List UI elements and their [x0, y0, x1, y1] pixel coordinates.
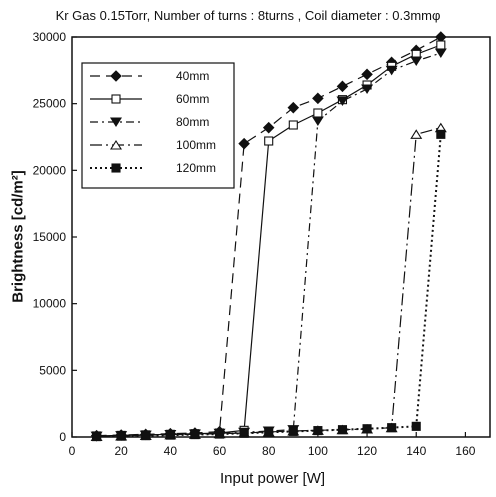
data-point-120mm	[165, 430, 175, 440]
data-point-120mm	[337, 425, 348, 435]
data-point-120mm	[141, 431, 151, 441]
x-tick-label: 160	[455, 444, 475, 458]
legend-label-100mm: 100mm	[176, 138, 216, 152]
data-point-120mm	[313, 426, 323, 436]
y-tick-label: 15000	[33, 230, 67, 244]
data-point-80mm	[434, 48, 447, 59]
x-tick-label: 80	[262, 444, 276, 458]
series-line-80mm	[96, 52, 442, 437]
data-point-120mm	[116, 431, 126, 441]
data-point-120mm	[436, 129, 446, 139]
y-tick-label: 20000	[33, 163, 67, 177]
data-point-100mm	[410, 129, 423, 139]
x-tick-label: 100	[308, 444, 328, 458]
x-tick-label: 140	[406, 444, 426, 458]
data-point-120mm	[411, 421, 421, 431]
series-markers	[90, 31, 447, 442]
data-point-80mm	[336, 96, 349, 107]
y-tick-label: 25000	[33, 97, 67, 111]
data-point-120mm	[190, 430, 200, 440]
legend-box	[81, 62, 235, 189]
data-point-80mm	[385, 65, 398, 76]
legend-label-40mm: 40mm	[176, 69, 209, 83]
x-tick-label: 20	[114, 444, 128, 458]
legend: 40mm 60mm 80mm 100mm 120mm	[90, 69, 216, 175]
data-point-80mm	[311, 116, 324, 127]
data-point-40mm	[312, 92, 324, 105]
legend-marker-60mm	[111, 94, 121, 104]
y-tick-label: 30000	[33, 30, 67, 44]
x-tick-group: 0 20 40 60 80 100 120 140 160	[69, 432, 476, 458]
legend-label-120mm: 120mm	[176, 161, 216, 175]
data-point-40mm	[238, 137, 250, 150]
data-point-120mm	[288, 426, 298, 436]
y-tick-group: 0 5000 10000 15000 20000 25000 30000	[33, 30, 77, 444]
data-point-40mm	[262, 121, 275, 134]
data-point-120mm	[387, 423, 397, 433]
legend-marker-120mm	[111, 163, 121, 173]
data-point-120mm	[214, 429, 225, 439]
legend-marker-80mm	[110, 117, 122, 128]
data-point-40mm	[336, 80, 349, 93]
data-point-120mm	[362, 424, 372, 434]
data-point-120mm	[264, 427, 274, 437]
data-point-40mm	[287, 101, 300, 114]
legend-label-80mm: 80mm	[176, 115, 209, 129]
data-point-120mm	[239, 428, 249, 438]
y-tick-label: 10000	[33, 297, 67, 311]
x-axis-label: Input power [W]	[219, 470, 326, 487]
data-point-60mm	[264, 136, 274, 146]
legend-marker-40mm	[110, 70, 122, 82]
x-tick-label: 0	[69, 444, 76, 458]
chart-title: Kr Gas 0.15Torr, Number of turns : 8turn…	[55, 8, 441, 23]
x-tick-label: 120	[357, 444, 377, 458]
data-point-60mm	[436, 40, 446, 50]
data-point-120mm	[92, 432, 102, 442]
data-point-60mm	[313, 108, 323, 118]
x-tick-label: 60	[213, 444, 227, 458]
legend-label-60mm: 60mm	[176, 92, 209, 106]
data-point-80mm	[410, 56, 423, 67]
data-point-80mm	[361, 84, 374, 95]
data-point-60mm	[288, 120, 298, 130]
data-point-40mm	[361, 68, 373, 81]
x-tick-label: 40	[164, 444, 178, 458]
y-tick-label: 0	[59, 430, 66, 444]
legend-marker-100mm	[110, 139, 122, 150]
y-tick-label: 5000	[39, 363, 66, 377]
